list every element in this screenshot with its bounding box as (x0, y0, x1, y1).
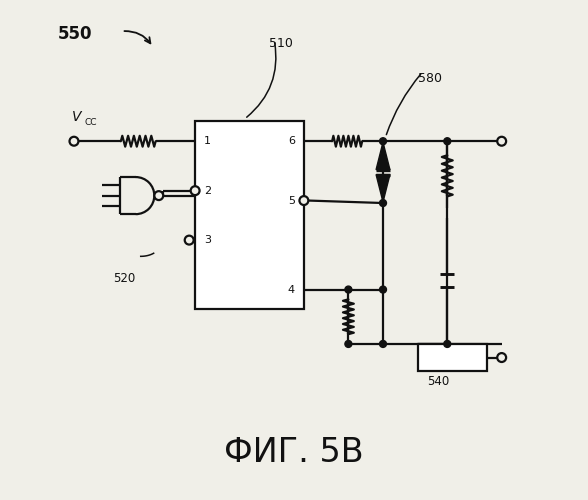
Text: 3: 3 (204, 235, 211, 245)
Circle shape (185, 236, 193, 244)
Text: 5: 5 (288, 196, 295, 205)
Circle shape (379, 286, 386, 293)
Circle shape (497, 353, 506, 362)
Bar (417, 344, 487, 371)
Circle shape (379, 200, 386, 206)
Text: V: V (72, 110, 81, 124)
Circle shape (154, 191, 163, 200)
Circle shape (444, 340, 451, 347)
Text: 550: 550 (58, 25, 92, 43)
Circle shape (191, 186, 199, 195)
Text: 2: 2 (204, 186, 211, 196)
Text: 6: 6 (288, 136, 295, 146)
Text: 520: 520 (113, 272, 136, 285)
Text: 1: 1 (204, 136, 211, 146)
Circle shape (444, 138, 451, 144)
Bar (195, 122, 304, 310)
Circle shape (345, 286, 352, 293)
Circle shape (345, 340, 352, 347)
Text: 510: 510 (269, 38, 293, 51)
Text: 540: 540 (427, 375, 450, 388)
Circle shape (69, 137, 78, 145)
Text: 4: 4 (288, 284, 295, 294)
Text: CC: CC (85, 118, 98, 128)
Circle shape (497, 137, 506, 145)
Circle shape (379, 340, 386, 347)
Text: ФИГ. 5В: ФИГ. 5В (224, 436, 364, 469)
Circle shape (379, 138, 386, 144)
Polygon shape (376, 142, 390, 170)
Text: 580: 580 (417, 72, 442, 85)
Circle shape (299, 196, 308, 205)
Polygon shape (376, 174, 390, 202)
